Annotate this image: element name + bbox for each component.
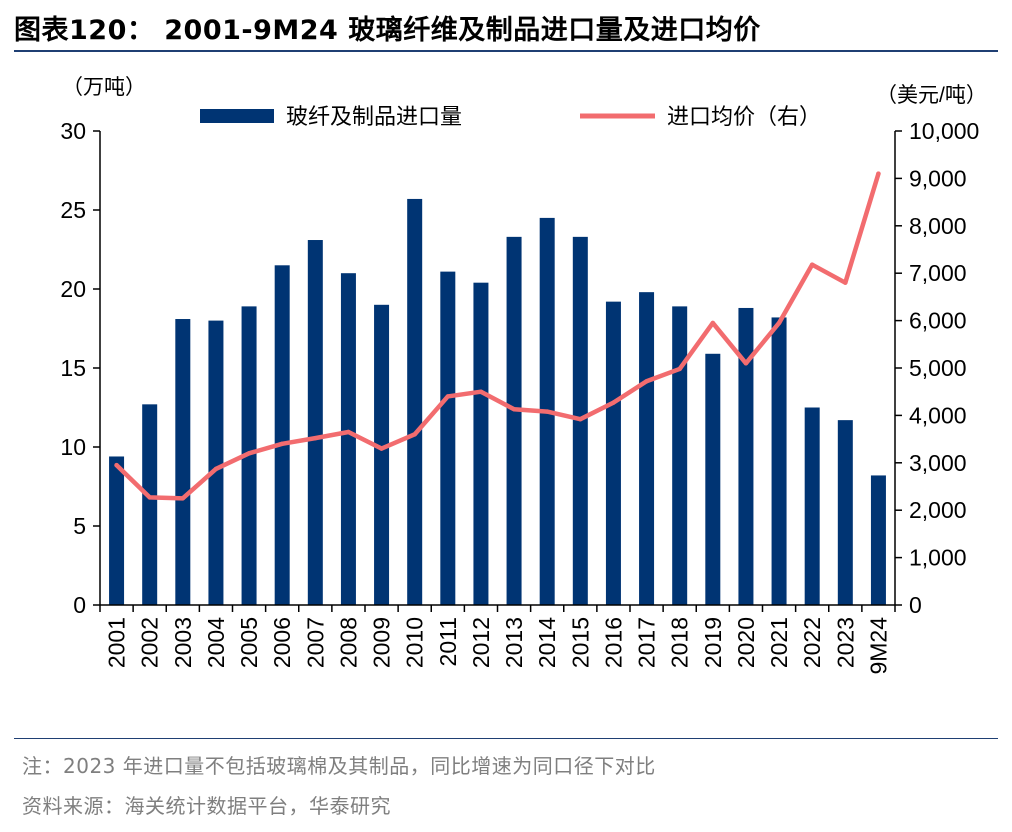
x-tick-label: 9M24 (865, 617, 891, 675)
line-point-2001 (114, 462, 119, 468)
line-point-2019 (710, 320, 716, 326)
bar-2008 (340, 273, 356, 605)
figure-title: 图表120： 2001-9M24 玻璃纤维及制品进口量及进口均价 (14, 15, 761, 46)
line-point-2012 (478, 389, 484, 394)
bar-2002 (142, 404, 158, 605)
x-tick-label: 2020 (733, 617, 759, 668)
chart-note: 注：2023 年进口量不包括玻璃棉及其制品，同比增速为同口径下对比 (22, 754, 656, 778)
x-tick-label: 2012 (468, 617, 494, 668)
line-point-2007 (313, 435, 318, 441)
bar-2001 (109, 456, 125, 605)
right-tick-label: 10,000 (909, 118, 979, 144)
chart: 0 5 10 15 20 25 30 0 1,000 2,000 3,000 4,000 5,000 6,… (60, 76, 987, 675)
x-tick-label: 2001 (104, 617, 130, 668)
line-point-2023 (843, 280, 848, 285)
bar-2003 (175, 319, 191, 605)
bar-2020 (738, 307, 754, 605)
legend-bar-swatch (200, 109, 274, 123)
right-tick-label: 9,000 (909, 165, 967, 191)
bar-2023 (837, 420, 853, 605)
line-point-2016 (611, 400, 616, 405)
line-point-2004 (213, 466, 219, 472)
right-tick-label: 4,000 (909, 402, 967, 428)
line-point-2013 (511, 407, 517, 412)
left-tick-label: 25 (60, 197, 86, 223)
legend-bar-label: 玻纤及制品进口量 (286, 104, 462, 129)
x-tick-label: 2010 (402, 617, 428, 668)
right-axis-unit: （美元/吨） (876, 84, 987, 107)
line-point-2005 (246, 451, 252, 456)
x-tick-label: 2016 (600, 617, 626, 668)
left-tick-label: 15 (60, 355, 86, 381)
left-tick-label: 0 (73, 592, 86, 618)
right-tick-label: 8,000 (909, 213, 967, 239)
left-tick-label: 10 (60, 434, 86, 460)
x-tick-label: 2017 (634, 617, 660, 668)
x-tick-label: 2022 (799, 617, 825, 668)
x-tick-label: 2004 (203, 617, 229, 668)
bar-9M24 (870, 475, 886, 605)
title-rule (14, 50, 998, 52)
line-point-9M24 (876, 171, 881, 176)
line-point-2020 (743, 361, 749, 366)
x-tick-label: 2008 (335, 617, 361, 668)
left-axis-unit: （万吨） (62, 76, 146, 99)
bar-2016 (605, 301, 621, 605)
x-tick-label: 2002 (137, 617, 163, 668)
right-tick-label: 6,000 (909, 308, 967, 334)
x-tick-label: 2023 (832, 617, 858, 668)
line-point-2014 (544, 409, 550, 414)
left-tick-label: 30 (60, 118, 86, 144)
bar-2004 (208, 320, 224, 605)
bar-2022 (804, 407, 820, 605)
line-point-2021 (776, 320, 782, 326)
line-point-2008 (346, 429, 351, 435)
line-point-2006 (279, 441, 285, 447)
bar-2007 (307, 240, 323, 605)
x-tick-label: 2006 (269, 617, 295, 668)
chart-source: 资料来源：海关统计数据平台，华泰研究 (22, 794, 391, 818)
line-point-2002 (147, 495, 152, 500)
x-tick-label: 2013 (501, 617, 527, 668)
right-tick-label: 2,000 (909, 497, 967, 523)
line-point-2017 (644, 379, 649, 384)
bar-2010 (407, 198, 423, 605)
bar-2012 (473, 282, 489, 605)
bar-2017 (639, 292, 655, 605)
bar-2011 (440, 271, 456, 605)
bar-2021 (771, 317, 787, 605)
line-point-2003 (180, 496, 186, 501)
bar-2009 (374, 304, 390, 605)
x-tick-label: 2009 (369, 617, 395, 668)
bar-2018 (672, 306, 688, 605)
left-tick-label: 5 (73, 513, 86, 539)
left-tick-label: 20 (60, 276, 86, 302)
footer-rule (14, 738, 998, 739)
bar-2019 (705, 353, 721, 605)
line-point-2015 (578, 416, 583, 422)
line-point-2022 (809, 262, 815, 267)
x-tick-label: 2014 (534, 617, 560, 668)
right-tick-label: 5,000 (909, 355, 967, 381)
line-point-2018 (677, 366, 682, 372)
bar-2006 (274, 265, 290, 605)
right-tick-label: 7,000 (909, 260, 967, 286)
x-tick-label: 2007 (302, 617, 328, 668)
bar-2013 (506, 236, 522, 606)
x-tick-label: 2011 (435, 617, 461, 666)
x-tick-label: 2021 (766, 617, 792, 668)
legend-line-label: 进口均价（右） (667, 104, 821, 129)
right-tick-label: 3,000 (909, 450, 967, 476)
right-tick-label: 1,000 (909, 545, 967, 571)
x-tick-label: 2019 (700, 617, 726, 668)
x-tick-label: 2003 (170, 617, 196, 668)
x-tick-label: 2005 (236, 617, 262, 668)
x-tick-label: 2018 (667, 617, 693, 668)
right-tick-label: 0 (909, 592, 922, 618)
x-tick-label: 2015 (567, 617, 593, 668)
line-series-price (114, 171, 881, 501)
line-point-2011 (445, 394, 451, 399)
line-point-2009 (379, 446, 384, 451)
line-point-2010 (412, 432, 417, 437)
